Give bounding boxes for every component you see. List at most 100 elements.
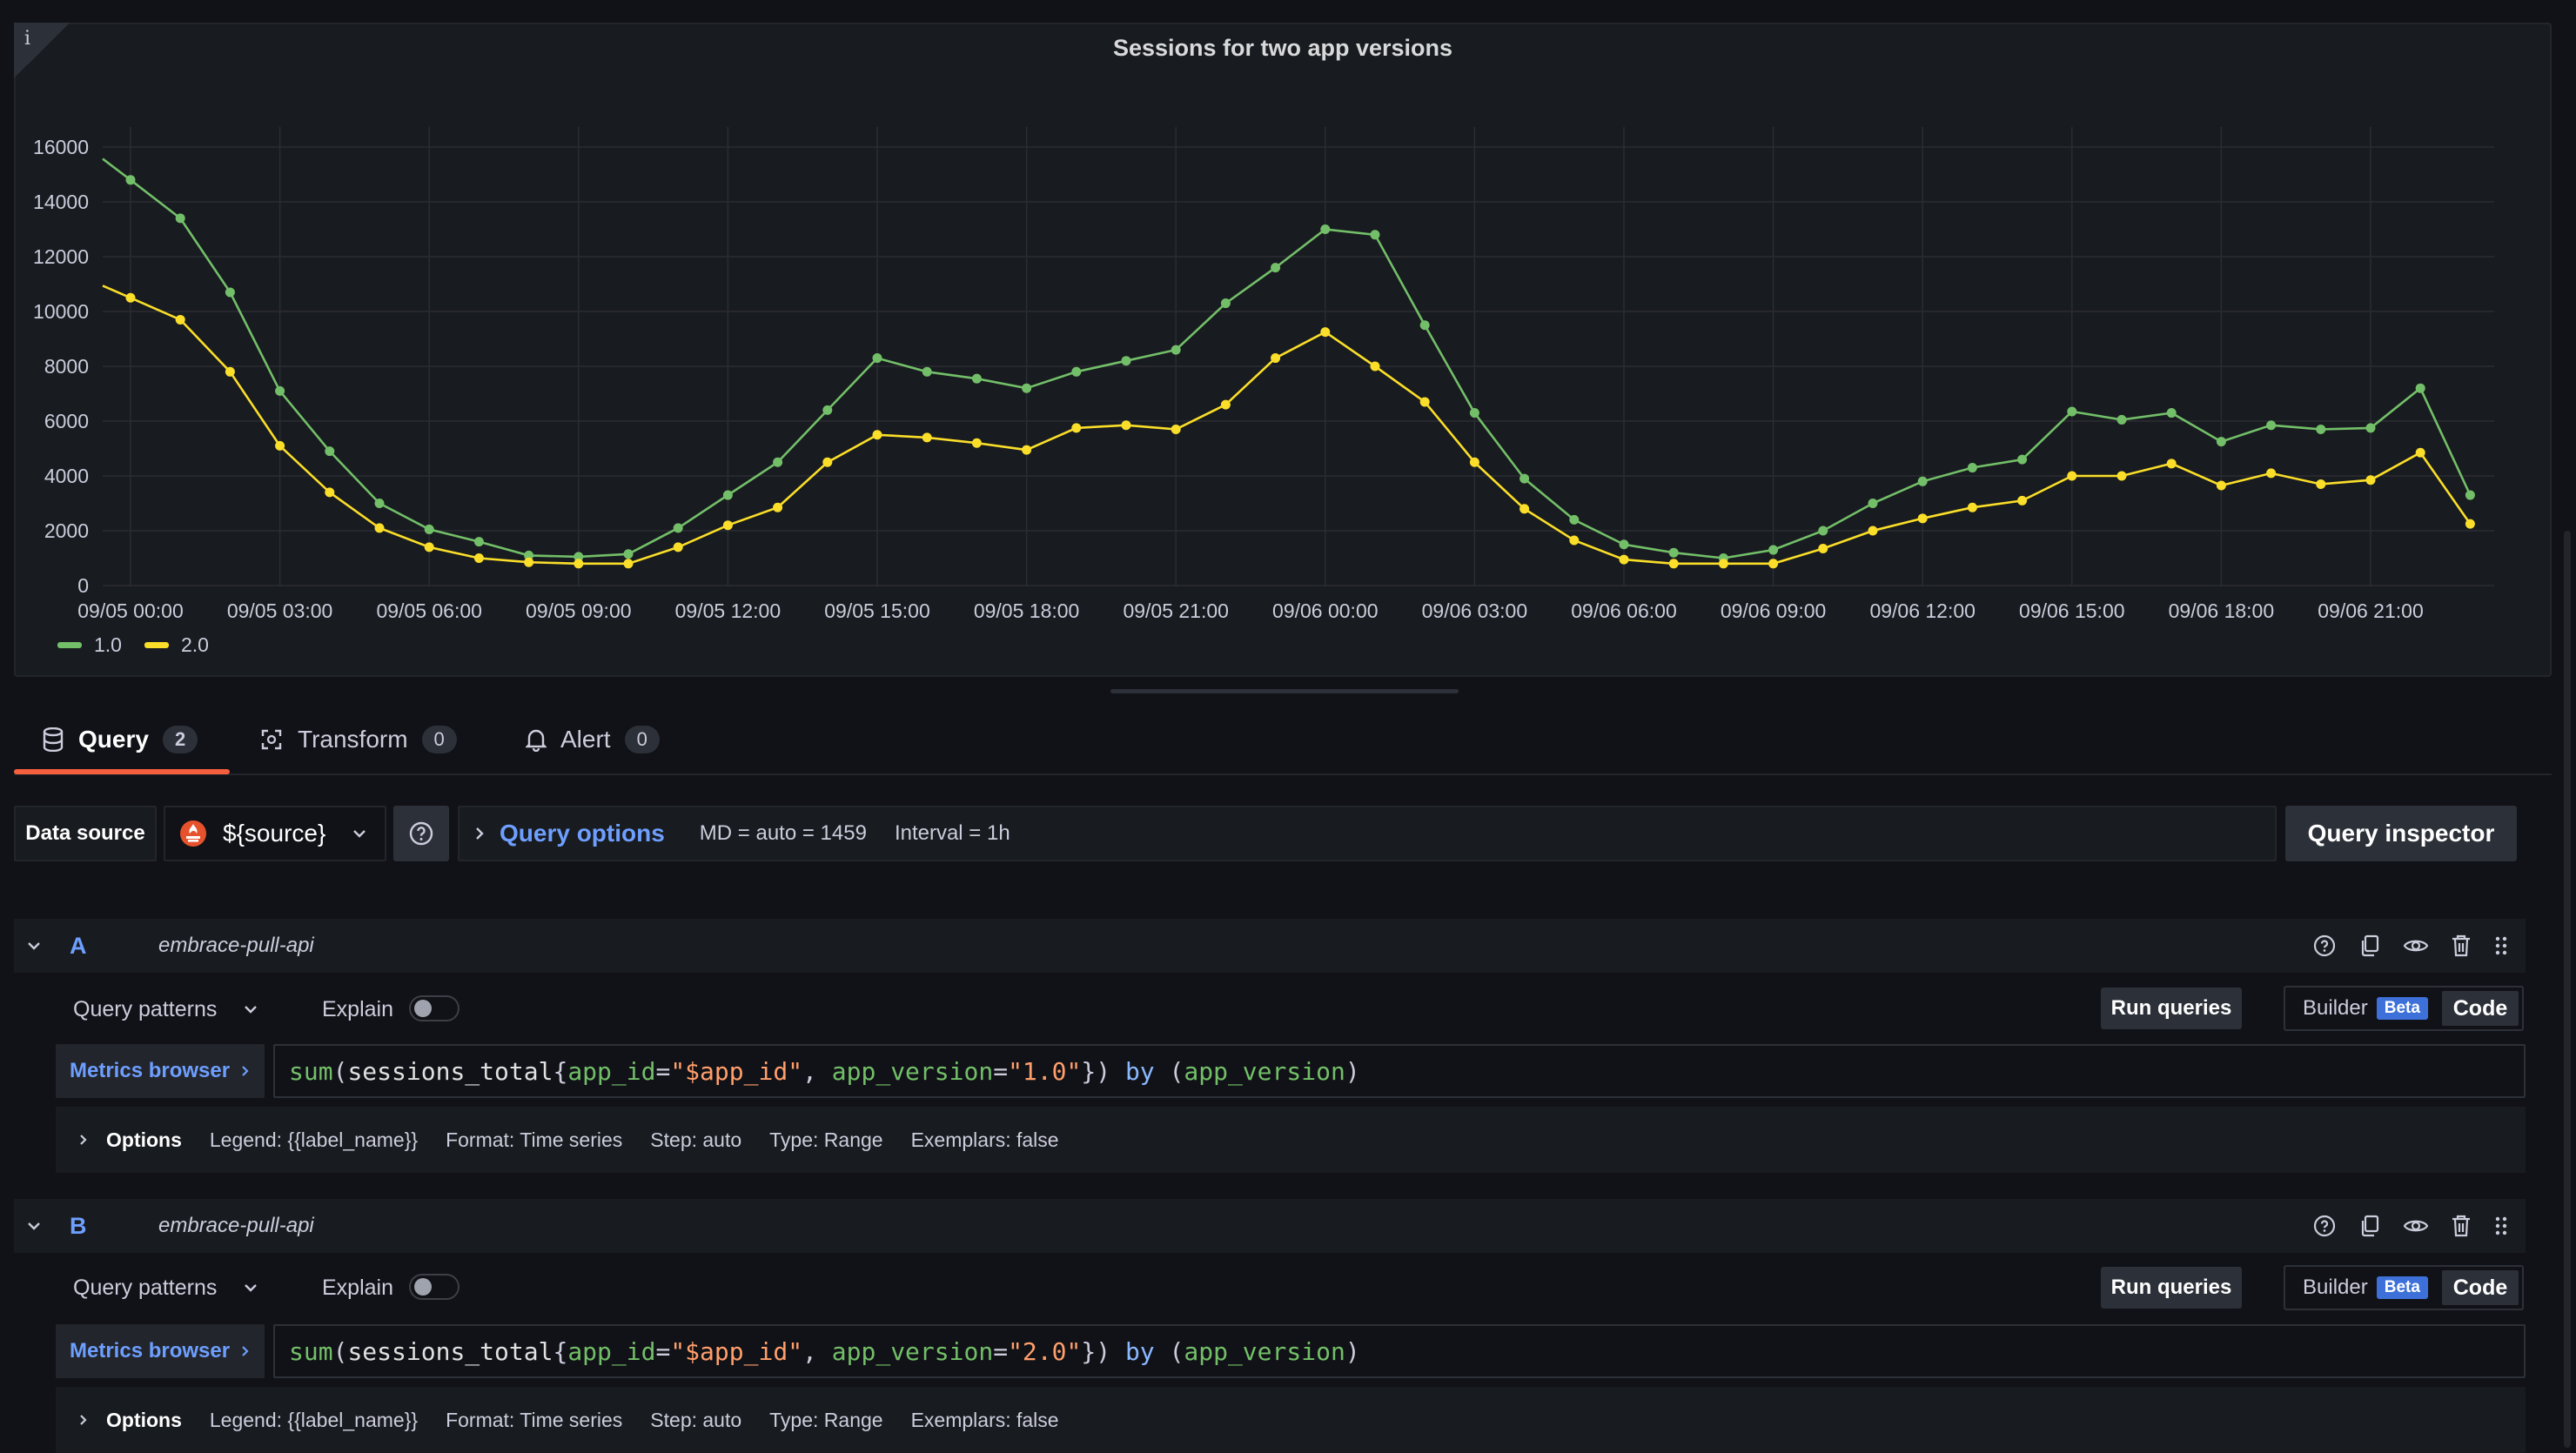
metrics-browser-button[interactable]: Metrics browser — [56, 1324, 265, 1378]
data-source-help-button[interactable] — [393, 806, 449, 861]
query-options-label[interactable]: Query options — [500, 820, 665, 847]
data-point-1-0[interactable] — [374, 499, 385, 508]
data-point-1-0[interactable] — [1967, 463, 1977, 473]
data-point-2-0[interactable] — [2415, 447, 2425, 458]
data-point-2-0[interactable] — [1171, 424, 1181, 434]
explain-toggle[interactable] — [409, 995, 460, 1021]
drag-handle-icon[interactable] — [2492, 1213, 2510, 1239]
code-mode-button[interactable]: Code — [2442, 1270, 2519, 1305]
explain-toggle[interactable] — [409, 1274, 460, 1300]
data-point-2-0[interactable] — [2017, 495, 2028, 506]
data-point-1-0[interactable] — [1171, 345, 1181, 355]
duplicate-icon[interactable] — [2357, 933, 2383, 959]
query-row-header-b[interactable]: B embrace-pull-api — [14, 1199, 2526, 1253]
query-row-header-a[interactable]: A embrace-pull-api — [14, 919, 2526, 973]
data-point-1-0[interactable] — [2415, 383, 2425, 393]
data-point-2-0[interactable] — [1469, 457, 1479, 467]
data-point-2-0[interactable] — [1370, 361, 1380, 372]
data-point-2-0[interactable] — [2465, 519, 2475, 529]
data-point-1-0[interactable] — [275, 385, 285, 396]
data-point-1-0[interactable] — [722, 490, 733, 500]
code-mode-button[interactable]: Code — [2442, 991, 2519, 1026]
data-point-2-0[interactable] — [325, 487, 335, 498]
trash-icon[interactable] — [2449, 1213, 2473, 1239]
data-point-2-0[interactable] — [1320, 327, 1331, 338]
data-point-2-0[interactable] — [1718, 559, 1728, 569]
timeseries-chart[interactable]: 0 2000 4000 6000 8000 10000 12000 14000 16000 09/… — [0, 0, 2576, 687]
data-point-1-0[interactable] — [1519, 473, 1530, 484]
data-point-2-0[interactable] — [822, 457, 833, 467]
duplicate-icon[interactable] — [2357, 1213, 2383, 1239]
data-point-2-0[interactable] — [623, 559, 634, 569]
data-point-2-0[interactable] — [1071, 423, 1082, 433]
data-point-1-0[interactable] — [2266, 420, 2277, 431]
data-point-1-0[interactable] — [2365, 423, 2376, 433]
data-point-1-0[interactable] — [971, 373, 982, 384]
data-point-1-0[interactable] — [822, 405, 833, 415]
data-point-2-0[interactable] — [722, 520, 733, 531]
query-ref-id[interactable]: A — [70, 932, 87, 959]
data-point-1-0[interactable] — [1320, 224, 1331, 234]
panel-title[interactable]: Sessions for two app versions — [1112, 35, 1453, 61]
data-point-2-0[interactable] — [673, 542, 683, 552]
query-options-bar[interactable]: Query options MD = auto = 1459 Interval … — [458, 806, 2277, 861]
data-point-2-0[interactable] — [1668, 559, 1679, 569]
data-point-1-0[interactable] — [1419, 320, 1430, 331]
data-point-1-0[interactable] — [1768, 545, 1779, 555]
data-point-2-0[interactable] — [922, 432, 932, 443]
data-point-2-0[interactable] — [225, 366, 235, 377]
data-point-1-0[interactable] — [1071, 366, 1082, 377]
data-point-2-0[interactable] — [1818, 543, 1828, 553]
data-point-1-0[interactable] — [1818, 526, 1828, 536]
data-point-1-0[interactable] — [1668, 547, 1679, 558]
data-point-2-0[interactable] — [1768, 559, 1779, 569]
help-icon[interactable] — [2311, 933, 2338, 959]
query-patterns-dropdown[interactable]: Query patterns — [73, 994, 258, 1025]
promql-query-input[interactable]: sum(sessions_total{app_id = "$app_id", app… — [273, 1324, 2526, 1378]
promql-query-input[interactable]: sum(sessions_total{app_id = "$app_id", app… — [273, 1044, 2526, 1098]
data-point-2-0[interactable] — [2116, 471, 2127, 481]
data-point-1-0[interactable] — [424, 524, 434, 534]
data-point-1-0[interactable] — [1220, 298, 1231, 309]
data-point-2-0[interactable] — [1419, 397, 1430, 407]
series-line-1-0[interactable] — [102, 157, 2472, 559]
data-point-2-0[interactable] — [1967, 502, 1977, 512]
data-source-picker[interactable]: ${source} — [164, 806, 386, 861]
builder-mode-label[interactable]: Builder — [2303, 1276, 2368, 1299]
data-point-2-0[interactable] — [524, 557, 534, 567]
data-point-2-0[interactable] — [1271, 353, 1281, 364]
data-point-1-0[interactable] — [1121, 356, 1131, 366]
query-patterns-dropdown[interactable]: Query patterns — [73, 1272, 258, 1303]
data-point-1-0[interactable] — [1271, 263, 1281, 273]
page-scrollbar[interactable] — [2564, 531, 2571, 1448]
data-point-2-0[interactable] — [872, 430, 882, 440]
data-point-2-0[interactable] — [275, 440, 285, 451]
run-queries-button[interactable]: Run queries — [2101, 1267, 2242, 1309]
data-point-2-0[interactable] — [971, 438, 982, 448]
data-point-1-0[interactable] — [1022, 383, 1032, 393]
data-point-1-0[interactable] — [1469, 408, 1479, 418]
panel-resize-handle[interactable] — [1110, 689, 1459, 693]
data-point-2-0[interactable] — [2166, 459, 2177, 469]
collapse-chevron-icon[interactable] — [26, 941, 42, 951]
data-point-1-0[interactable] — [325, 446, 335, 457]
data-point-2-0[interactable] — [1569, 535, 1580, 546]
query-ref-id[interactable]: B — [70, 1212, 87, 1239]
data-point-2-0[interactable] — [2067, 471, 2077, 481]
data-point-1-0[interactable] — [773, 457, 783, 467]
help-icon[interactable] — [2311, 1213, 2338, 1239]
data-point-2-0[interactable] — [1519, 504, 1530, 514]
data-point-2-0[interactable] — [2266, 468, 2277, 479]
data-point-1-0[interactable] — [1868, 499, 1878, 508]
query-inspector-button[interactable]: Query inspector — [2285, 806, 2517, 861]
query-options-row[interactable]: Options Legend: {{label_name}} Format: T… — [56, 1107, 2526, 1173]
data-point-1-0[interactable] — [2216, 437, 2226, 447]
data-point-1-0[interactable] — [225, 287, 235, 298]
eye-icon[interactable] — [2402, 1213, 2430, 1239]
data-point-2-0[interactable] — [574, 559, 584, 569]
metrics-browser-button[interactable]: Metrics browser — [56, 1044, 265, 1098]
data-point-2-0[interactable] — [374, 523, 385, 533]
data-point-2-0[interactable] — [125, 292, 136, 303]
data-point-1-0[interactable] — [574, 552, 584, 562]
editor-mode-switch[interactable]: Builder Beta Code — [2284, 986, 2524, 1031]
